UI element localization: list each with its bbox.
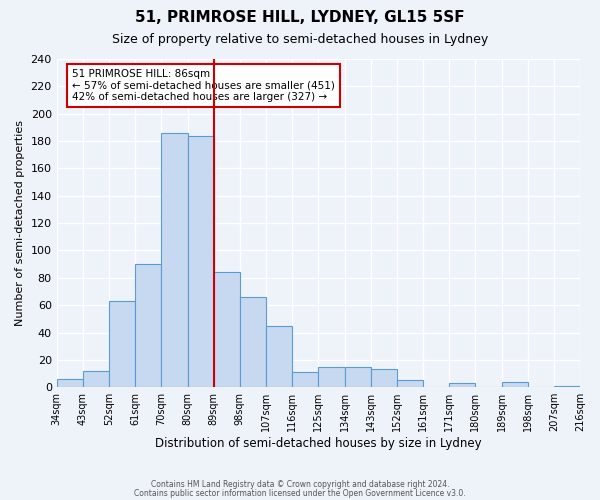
- Text: Size of property relative to semi-detached houses in Lydney: Size of property relative to semi-detach…: [112, 32, 488, 46]
- Bar: [214, 272, 240, 387]
- Bar: [554, 386, 580, 387]
- Bar: [240, 297, 266, 387]
- Bar: [83, 371, 109, 387]
- Bar: [187, 136, 214, 387]
- Bar: [109, 301, 135, 387]
- Bar: [135, 264, 161, 387]
- Text: 51, PRIMROSE HILL, LYDNEY, GL15 5SF: 51, PRIMROSE HILL, LYDNEY, GL15 5SF: [135, 10, 465, 25]
- Bar: [344, 366, 371, 387]
- Bar: [449, 383, 475, 387]
- Text: 51 PRIMROSE HILL: 86sqm
← 57% of semi-detached houses are smaller (451)
42% of s: 51 PRIMROSE HILL: 86sqm ← 57% of semi-de…: [73, 69, 335, 102]
- Text: Contains public sector information licensed under the Open Government Licence v3: Contains public sector information licen…: [134, 488, 466, 498]
- Y-axis label: Number of semi-detached properties: Number of semi-detached properties: [15, 120, 25, 326]
- Bar: [266, 326, 292, 387]
- Bar: [161, 133, 187, 387]
- Bar: [371, 370, 397, 387]
- X-axis label: Distribution of semi-detached houses by size in Lydney: Distribution of semi-detached houses by …: [155, 437, 482, 450]
- Bar: [319, 366, 344, 387]
- Text: Contains HM Land Registry data © Crown copyright and database right 2024.: Contains HM Land Registry data © Crown c…: [151, 480, 449, 489]
- Bar: [397, 380, 423, 387]
- Bar: [56, 379, 83, 387]
- Bar: [502, 382, 527, 387]
- Bar: [292, 372, 319, 387]
